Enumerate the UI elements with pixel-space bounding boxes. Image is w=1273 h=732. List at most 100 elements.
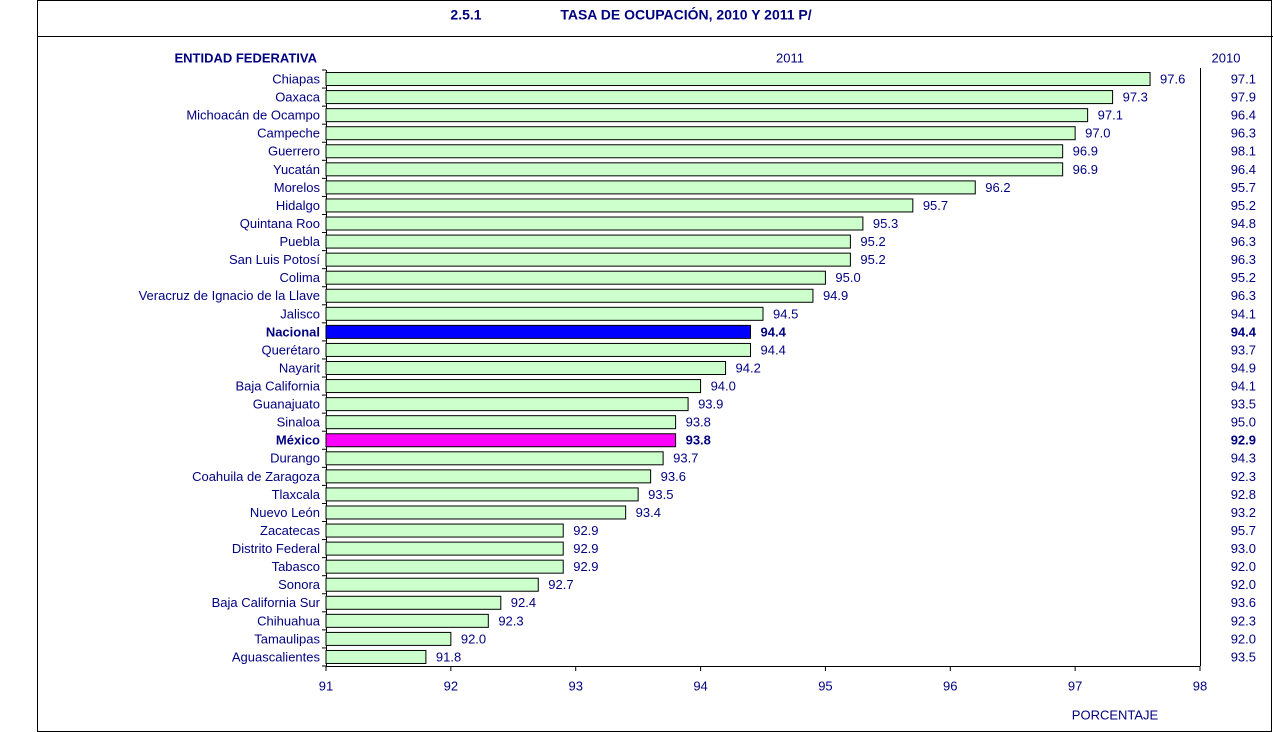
category-label: Jalisco — [280, 306, 320, 321]
value-2010: 96.3 — [1231, 234, 1256, 249]
value-2010: 92.9 — [1231, 433, 1256, 448]
category-label: Baja California — [235, 378, 320, 393]
category-label: Chihuahua — [257, 613, 321, 628]
category-label: Oaxaca — [275, 90, 321, 105]
bar — [325, 361, 727, 375]
category-label: Nuevo León — [250, 505, 320, 520]
series-header: 2011 — [776, 50, 804, 65]
x-tick-label: 95 — [818, 678, 832, 693]
value-label: 97.3 — [1123, 90, 1148, 105]
value-2010: 92.0 — [1231, 577, 1256, 592]
title-number: 2.5.1 — [450, 7, 481, 23]
value-label: 95.2 — [860, 252, 885, 267]
value-label: 97.6 — [1160, 71, 1185, 86]
bar — [325, 613, 489, 628]
value-2010: 92.0 — [1231, 559, 1256, 574]
x-tick-label: 98 — [1193, 678, 1207, 693]
x-axis-label: PORCENTAJE — [1072, 707, 1159, 722]
chart-title: TASA DE OCUPACIÓN, 2010 Y 2011 P/ — [560, 6, 811, 23]
value-label: 94.2 — [736, 360, 761, 375]
category-label: Sinaloa — [277, 415, 321, 430]
bar — [325, 306, 764, 321]
bar — [325, 595, 502, 610]
bar — [325, 505, 627, 520]
bar — [325, 342, 752, 357]
value-label: 94.4 — [761, 324, 787, 339]
value-2010: 93.5 — [1231, 397, 1256, 412]
bar — [325, 541, 564, 556]
value-2010: 93.0 — [1231, 541, 1256, 556]
value-label: 92.9 — [573, 559, 598, 574]
value-2010: 93.2 — [1231, 505, 1256, 520]
value-label: 94.0 — [711, 378, 736, 393]
category-label: Guanajuato — [253, 397, 320, 412]
category-label: Campeche — [257, 126, 320, 141]
value-2010: 94.9 — [1231, 360, 1256, 375]
bar — [325, 126, 1076, 141]
value-label: 96.2 — [985, 180, 1010, 195]
value-2010: 98.1 — [1231, 144, 1256, 159]
category-label: Zacatecas — [260, 523, 320, 538]
value-label: 92.7 — [548, 577, 573, 592]
bar — [325, 433, 677, 448]
bar — [325, 324, 752, 339]
column-header: 2010 — [1212, 50, 1241, 65]
x-tick-label: 94 — [693, 678, 707, 693]
x-tick-label: 92 — [444, 678, 458, 693]
category-header: ENTIDAD FEDERATIVA — [174, 50, 317, 65]
value-2010: 93.6 — [1231, 595, 1256, 610]
value-label: 96.9 — [1073, 162, 1098, 177]
bar — [325, 451, 664, 466]
value-2010: 92.0 — [1231, 631, 1256, 646]
x-tick-label: 91 — [319, 678, 333, 693]
value-2010: 96.3 — [1231, 288, 1256, 303]
value-label: 97.1 — [1098, 108, 1123, 123]
value-label: 93.4 — [636, 505, 661, 520]
category-label: Puebla — [280, 234, 321, 249]
bar — [325, 108, 1089, 123]
category-label: San Luis Potosí — [229, 252, 320, 267]
category-label: Baja California Sur — [212, 595, 321, 610]
value-2010: 94.1 — [1231, 378, 1256, 393]
bar — [325, 162, 1064, 177]
value-label: 92.4 — [511, 595, 536, 610]
value-2010: 94.4 — [1231, 324, 1257, 339]
bar — [325, 469, 652, 484]
bar — [325, 649, 427, 664]
category-label: México — [276, 433, 320, 448]
value-label: 93.5 — [648, 487, 673, 502]
category-label: Coahuila de Zaragoza — [192, 469, 321, 484]
value-label: 95.7 — [923, 198, 948, 213]
value-2010: 94.3 — [1231, 451, 1256, 466]
category-label: Tamaulipas — [254, 631, 320, 646]
value-label: 94.5 — [773, 306, 798, 321]
bar — [325, 559, 564, 574]
bar — [325, 234, 851, 249]
category-label: Yucatán — [273, 162, 320, 177]
bar — [325, 270, 826, 285]
value-label: 95.0 — [835, 270, 860, 285]
value-label: 93.8 — [686, 415, 711, 430]
value-label: 96.9 — [1073, 144, 1098, 159]
category-label: Aguascalientes — [232, 649, 321, 664]
bar — [325, 379, 702, 394]
category-label: Querétaro — [261, 342, 320, 357]
value-label: 93.7 — [673, 451, 698, 466]
bar — [325, 523, 564, 538]
bar — [325, 397, 689, 412]
value-label: 92.9 — [573, 541, 598, 556]
bar — [325, 487, 639, 502]
bar — [325, 631, 452, 646]
bar — [325, 288, 814, 303]
value-2010: 97.9 — [1231, 90, 1256, 105]
value-2010: 93.5 — [1231, 649, 1256, 664]
bar — [325, 252, 851, 267]
value-label: 93.9 — [698, 397, 723, 412]
value-2010: 94.1 — [1231, 306, 1256, 321]
value-2010: 93.7 — [1231, 342, 1256, 357]
bar — [325, 90, 1114, 105]
value-2010: 94.8 — [1231, 216, 1256, 231]
value-label: 94.9 — [823, 288, 848, 303]
bar — [325, 415, 677, 430]
